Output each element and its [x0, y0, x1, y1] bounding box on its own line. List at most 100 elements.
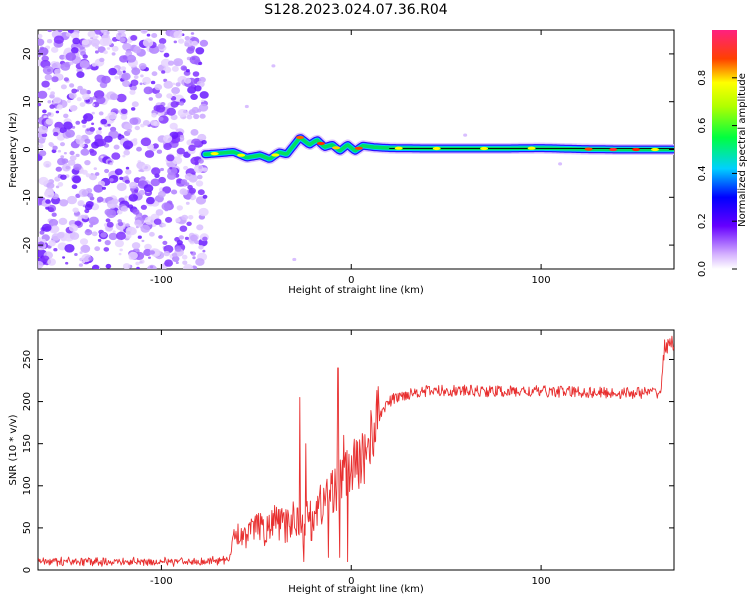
- noise-speck: [184, 77, 192, 84]
- noise-speck: [166, 154, 175, 162]
- noise-speck: [188, 187, 196, 194]
- noise-speck: [38, 33, 43, 39]
- noise-speck: [125, 223, 130, 228]
- x-tick-label: 100: [532, 275, 551, 286]
- ridge-hotspot: [632, 147, 640, 152]
- noise-speck: [558, 162, 563, 166]
- noise-speck: [84, 160, 91, 166]
- noise-speck: [185, 201, 190, 205]
- noise-speck: [162, 240, 168, 245]
- noise-speck: [86, 128, 90, 132]
- noise-speck: [131, 242, 141, 250]
- noise-speck: [38, 47, 49, 56]
- noise-speck: [143, 184, 154, 193]
- noise-speck: [193, 113, 200, 120]
- noise-speck: [142, 120, 150, 126]
- noise-speck: [271, 64, 276, 68]
- noise-speck: [63, 152, 67, 155]
- noise-speck: [51, 212, 57, 217]
- colorbar-gradient: [712, 30, 737, 269]
- noise-speck: [97, 238, 102, 242]
- noise-speck: [67, 159, 76, 166]
- noise-speck: [77, 200, 85, 206]
- noise-speck: [101, 75, 111, 84]
- y-tick-label: 0: [22, 146, 33, 152]
- y-tick-label: 150: [22, 434, 33, 453]
- noise-speck: [190, 93, 198, 100]
- noise-speck: [46, 39, 53, 44]
- noise-speck: [107, 111, 118, 120]
- noise-speck: [65, 32, 71, 37]
- noise-speck: [41, 223, 52, 232]
- noise-speck: [142, 164, 151, 172]
- noise-speck: [91, 62, 97, 67]
- noise-speck: [76, 71, 85, 78]
- noise-speck: [106, 200, 118, 209]
- noise-speck: [50, 91, 55, 96]
- noise-speck: [83, 113, 94, 122]
- noise-speck: [184, 39, 194, 47]
- noise-speck: [160, 167, 164, 172]
- noise-speck: [47, 87, 51, 91]
- noise-speck: [73, 163, 82, 171]
- ridge-hotspot: [394, 146, 403, 150]
- noise-speck: [175, 82, 181, 87]
- snr-ylabel: SNR (10 * v/v): [8, 414, 19, 485]
- y-tick-label: -20: [22, 237, 33, 253]
- noise-speck: [202, 236, 208, 241]
- noise-speck: [171, 189, 178, 195]
- noise-speck: [82, 54, 88, 59]
- noise-speck: [74, 220, 82, 227]
- noise-speck: [129, 89, 136, 95]
- noise-speck: [49, 104, 55, 109]
- noise-speck: [171, 65, 179, 72]
- noise-speck: [199, 91, 209, 99]
- noise-speck: [136, 146, 142, 152]
- noise-speck: [120, 205, 128, 212]
- noise-speck: [55, 185, 60, 189]
- noise-speck: [111, 152, 121, 160]
- noise-speck: [45, 206, 50, 210]
- noise-speck: [174, 246, 182, 252]
- noise-speck: [123, 123, 133, 131]
- noise-speck: [181, 214, 189, 221]
- noise-speck: [125, 230, 131, 235]
- noise-speck: [201, 140, 207, 145]
- noise-speck: [173, 93, 177, 96]
- noise-speck: [38, 143, 44, 149]
- ridge-hotspot: [651, 147, 659, 152]
- noise-speck: [81, 39, 90, 46]
- noise-speck: [140, 204, 147, 210]
- y-tick-label: 50: [22, 522, 33, 535]
- noise-speck: [38, 150, 47, 157]
- noise-speck: [72, 175, 82, 184]
- noise-speck: [104, 135, 113, 143]
- noise-speck: [155, 209, 164, 216]
- noise-speck: [95, 129, 102, 135]
- colorbar: 0.0 0.2 0.4 0.6 0.8 Normalized spectral ampl…: [697, 30, 748, 277]
- noise-speck: [122, 80, 131, 87]
- noise-speck: [152, 143, 159, 149]
- noise-speck: [244, 104, 249, 109]
- noise-speck: [154, 83, 163, 91]
- noise-speck: [48, 240, 56, 247]
- noise-speck: [118, 32, 122, 36]
- noise-speck: [38, 241, 45, 248]
- noise-speck: [132, 46, 142, 54]
- noise-speck: [93, 184, 104, 193]
- noise-speck: [135, 225, 139, 229]
- noise-speck: [158, 176, 167, 184]
- noise-speck: [89, 126, 95, 132]
- noise-speck: [75, 120, 81, 125]
- noise-speck: [140, 74, 144, 78]
- noise-speck: [110, 93, 119, 101]
- noise-speck: [178, 101, 185, 106]
- noise-speck: [65, 129, 75, 138]
- noise-speck: [146, 196, 155, 205]
- figure-title: S128.2023.024.07.36.R04: [264, 2, 447, 18]
- noise-speck: [120, 66, 127, 71]
- noise-speck: [60, 62, 71, 71]
- noise-speck: [72, 207, 79, 213]
- noise-speck: [125, 166, 130, 170]
